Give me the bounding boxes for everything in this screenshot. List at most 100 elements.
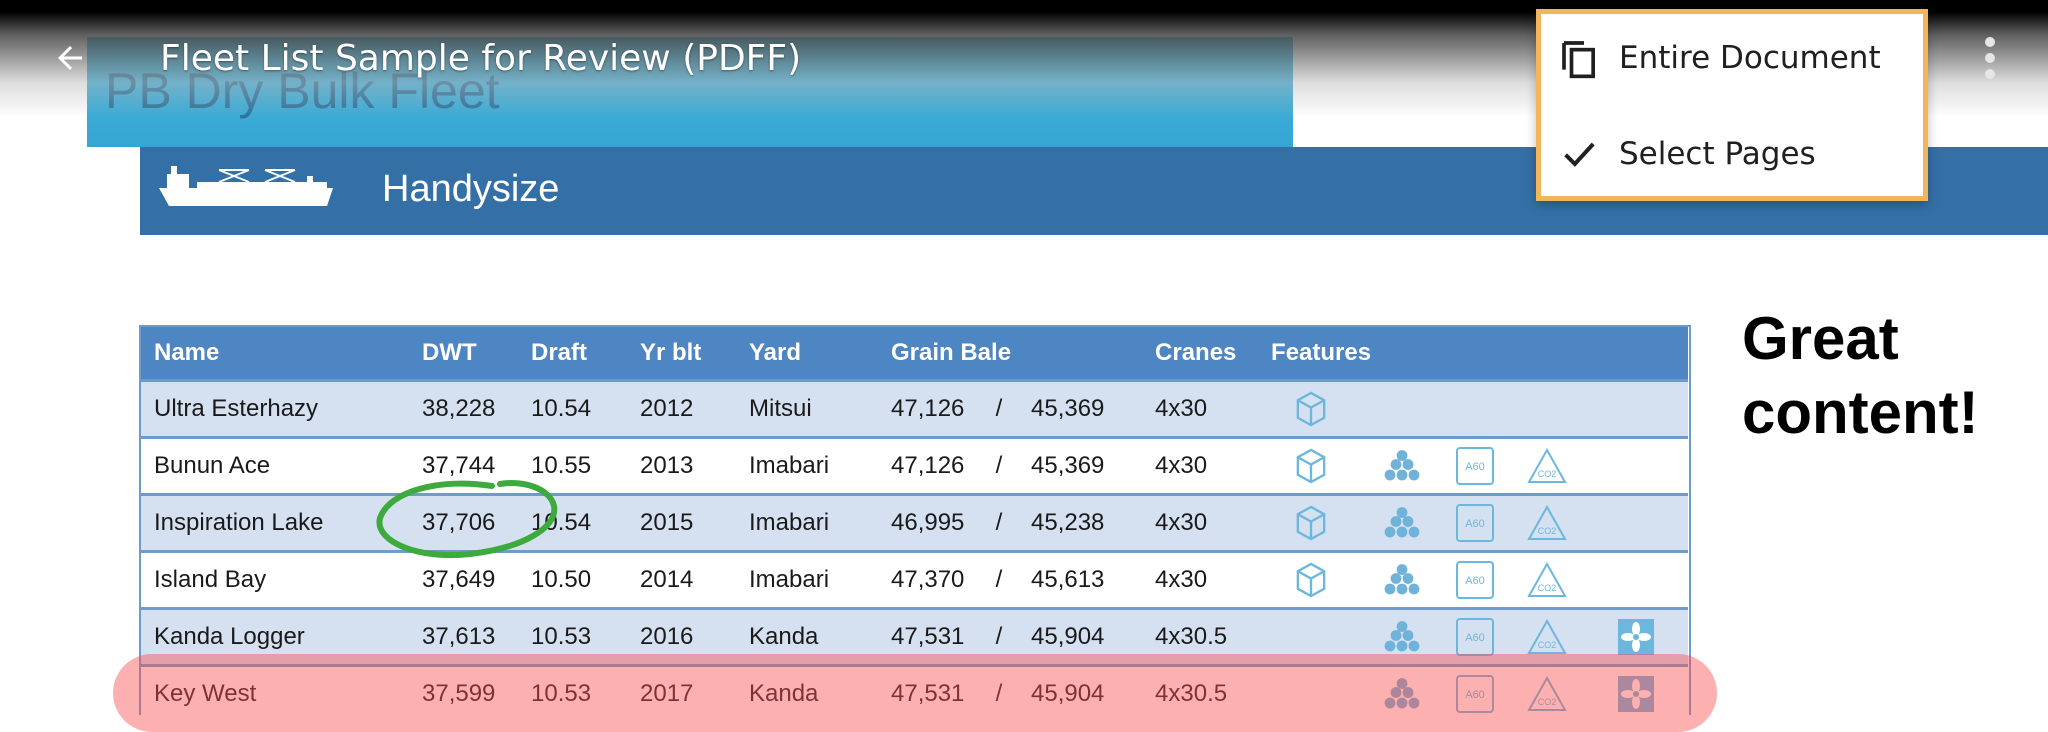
- col-header-yr-blt: Yr blt: [626, 326, 735, 381]
- cell-cranes: 4x30: [1141, 379, 1258, 438]
- cell-grain: 47,531: [877, 664, 981, 721]
- cube-icon: [1293, 448, 1329, 484]
- cell-yard: Mitsui: [735, 379, 877, 438]
- menu-item-label: Entire Document: [1619, 40, 1881, 76]
- cell-feature: [1365, 664, 1440, 721]
- cell-cranes: 4x30.5: [1141, 607, 1258, 666]
- cell-draft: 10.53: [517, 664, 626, 721]
- cell-feature: CO2: [1511, 607, 1584, 666]
- fan-icon: [1616, 619, 1656, 655]
- cell-feature: [1365, 550, 1440, 609]
- stack-icon: [1382, 678, 1422, 709]
- cell-feature: [1583, 436, 1689, 495]
- cell-feature: [1583, 664, 1689, 721]
- cell-grain: 47,126: [877, 436, 981, 495]
- svg-text:CO2: CO2: [1538, 469, 1557, 479]
- cell-feature: CO2: [1511, 664, 1584, 721]
- cell-draft: 10.54: [517, 379, 626, 438]
- check-icon: [1559, 134, 1599, 174]
- cell-bale: 45,904: [1017, 607, 1142, 666]
- cell-feature: [1365, 436, 1440, 495]
- cell-dwt: 37,613: [408, 607, 517, 666]
- cell-dwt: 37,706: [408, 493, 517, 552]
- co2-icon: CO2: [1526, 561, 1568, 597]
- annotation-line: content!: [1742, 379, 1979, 446]
- cell-feature: A60: [1439, 664, 1512, 721]
- cell-dwt: 38,228: [408, 379, 517, 438]
- cell-bale: 45,613: [1017, 550, 1142, 609]
- svg-text:A60: A60: [1465, 518, 1485, 530]
- cell-name: Key West: [140, 664, 408, 721]
- cell-name: Kanda Logger: [140, 607, 408, 666]
- cell-feature: [1257, 664, 1366, 721]
- cell-feature: [1583, 550, 1689, 609]
- table-row: Inspiration Lake 37,706 10.54 2015 Imabari 46…: [140, 493, 1689, 552]
- more-options-button[interactable]: [1962, 30, 2018, 86]
- cell-yr: 2017: [626, 664, 735, 721]
- co2-icon: CO2: [1526, 675, 1568, 711]
- co2-icon: CO2: [1526, 618, 1568, 654]
- a60-icon: A60: [1455, 675, 1495, 713]
- menu-item-select-pages[interactable]: Select Pages: [1541, 114, 1923, 194]
- cell-feature: [1365, 607, 1440, 666]
- cell-name: Island Bay: [140, 550, 408, 609]
- cell-feature: [1439, 379, 1512, 438]
- svg-text:CO2: CO2: [1538, 640, 1557, 650]
- back-button[interactable]: [46, 34, 94, 82]
- more-vertical-icon: [1985, 37, 1995, 79]
- cell-feature: [1257, 493, 1366, 552]
- a60-icon: A60: [1455, 504, 1495, 542]
- cell-grain: 47,126: [877, 379, 981, 438]
- cell-feature: CO2: [1511, 550, 1584, 609]
- cell-feature: [1365, 379, 1440, 438]
- cell-feature: A60: [1439, 436, 1512, 495]
- cell-bale: 45,904: [1017, 664, 1142, 721]
- cell-grain: 46,995: [877, 493, 981, 552]
- share-scope-menu: Entire Document Select Pages: [1536, 9, 1928, 201]
- co2-icon: CO2: [1526, 504, 1568, 540]
- cell-name: Bunun Ace: [140, 436, 408, 495]
- cell-feature: [1583, 493, 1689, 552]
- col-header-cranes: Cranes: [1141, 326, 1258, 381]
- col-header-features: Features: [1257, 326, 1689, 381]
- cube-icon: [1293, 505, 1329, 541]
- svg-text:CO2: CO2: [1538, 526, 1557, 536]
- a60-icon: A60: [1455, 447, 1495, 485]
- arrow-left-icon: [58, 46, 82, 70]
- table-row: Ultra Esterhazy 38,228 10.54 2012 Mitsui 47,1…: [140, 379, 1689, 438]
- cell-draft: 10.50: [517, 550, 626, 609]
- cell-feature: [1583, 379, 1689, 438]
- cell-feature: A60: [1439, 550, 1512, 609]
- svg-text:A60: A60: [1465, 632, 1485, 644]
- svg-text:CO2: CO2: [1538, 697, 1557, 707]
- table-row: Bunun Ace 37,744 10.55 2013 Imabari 47,126/45…: [140, 436, 1689, 495]
- cell-cranes: 4x30: [1141, 493, 1258, 552]
- cell-draft: 10.54: [517, 493, 626, 552]
- stack-icon: [1382, 564, 1422, 595]
- cube-icon: [1293, 562, 1329, 598]
- cell-draft: 10.53: [517, 607, 626, 666]
- cell-sep: /: [981, 379, 1017, 438]
- cell-feature: [1257, 550, 1366, 609]
- cell-sep: /: [981, 607, 1017, 666]
- cell-bale: 45,369: [1017, 379, 1142, 438]
- cell-sep: /: [981, 550, 1017, 609]
- cell-grain: 47,531: [877, 607, 981, 666]
- menu-item-label: Select Pages: [1619, 136, 1816, 172]
- fleet-table: Name DWT Draft Yr blt Yard Grain Bale Cr…: [140, 326, 1689, 721]
- cell-yard: Imabari: [735, 436, 877, 495]
- cell-yr: 2016: [626, 607, 735, 666]
- col-header-grain-bale: Grain Bale: [877, 326, 1142, 381]
- cell-yard: Imabari: [735, 550, 877, 609]
- annotation-text: Great content!: [1742, 302, 1979, 450]
- cell-feature: A60: [1439, 493, 1512, 552]
- cell-yard: Kanda: [735, 607, 877, 666]
- cell-feature: CO2: [1511, 436, 1584, 495]
- cell-cranes: 4x30.5: [1141, 664, 1258, 721]
- table-header-row: Name DWT Draft Yr blt Yard Grain Bale Cr…: [140, 326, 1689, 381]
- table-row: Kanda Logger 37,613 10.53 2016 Kanda 47,531/4…: [140, 607, 1689, 666]
- stack-icon: [1382, 507, 1422, 538]
- cell-sep: /: [981, 436, 1017, 495]
- table-row: Key West 37,599 10.53 2017 Kanda 47,531/45,90…: [140, 664, 1689, 721]
- menu-item-entire-document[interactable]: Entire Document: [1541, 18, 1923, 98]
